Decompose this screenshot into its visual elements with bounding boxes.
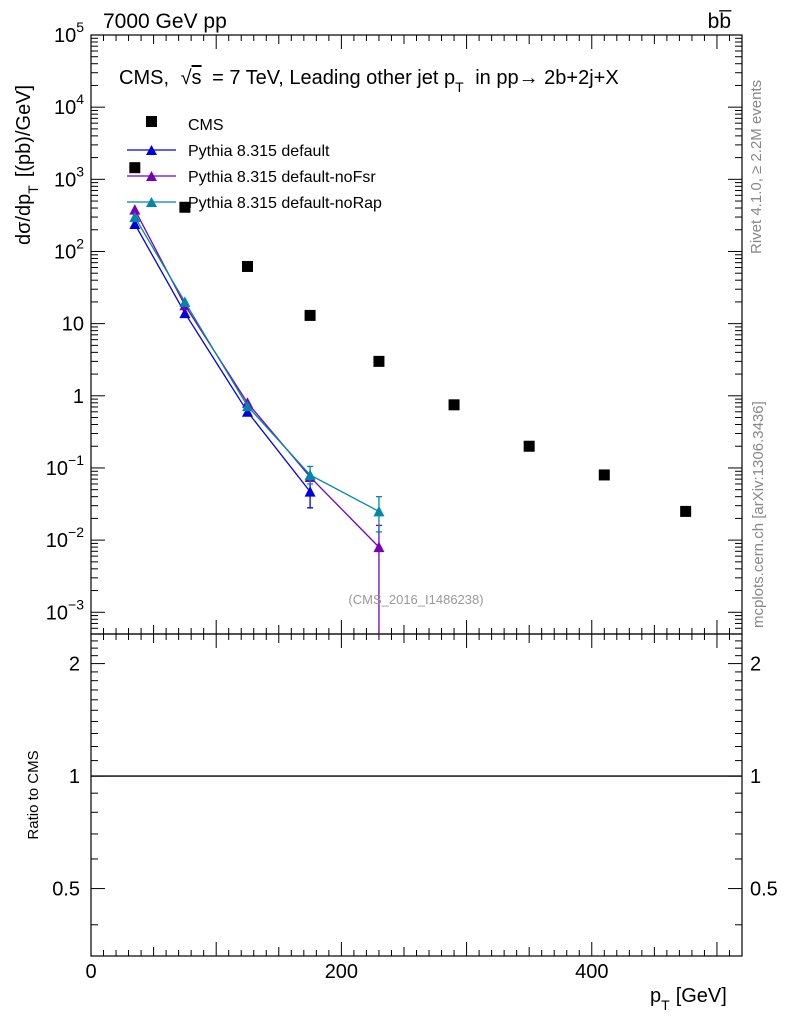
data-point [241, 400, 253, 412]
legend: CMS Pythia 8.315 default Pythia 8.315 de… [127, 116, 382, 212]
legend-marker-norap [146, 197, 157, 207]
ratio-plot-frame [90, 633, 743, 957]
y-tick-label-exponent: 2 [76, 235, 84, 251]
analysis-watermark: (CMS_2016_I1486238) [348, 592, 483, 607]
legend-label-norap: Pythia 8.315 default-noRap [188, 195, 382, 212]
x-tick-labels: 0 200 400 [85, 961, 608, 983]
x-axis-label-unit: [GeV] [676, 985, 727, 1007]
y-tick-label-base: 10 [46, 458, 68, 480]
y-axis-label-unit: [(pb)/GeV] [13, 85, 35, 177]
title-sqrt: √ [181, 67, 192, 89]
y-tick-label-base: 10 [54, 169, 76, 191]
y-tick-label: 10−1 [46, 452, 84, 480]
title-post: in pp→ 2b+2j+X [475, 67, 618, 89]
series-line [134, 223, 311, 493]
y-tick-label: 10−3 [46, 596, 84, 624]
y-tick-label: 103 [54, 163, 84, 191]
title-s: s [192, 67, 202, 89]
y-axis-label-main: dσ/dp [13, 194, 35, 245]
data-point [523, 440, 535, 452]
data-point [179, 201, 191, 213]
x-tick-label: 400 [575, 961, 608, 983]
header-left: 7000 GeV pp [103, 10, 227, 33]
y-tick-label-exponent: 4 [76, 91, 84, 107]
axis-ticks [90, 34, 743, 956]
data-point [304, 486, 316, 497]
legend-marker-default [146, 145, 157, 155]
data-point [304, 469, 316, 480]
ratio-axis-label: Ratio to CMS [25, 750, 42, 839]
x-tick-label: 0 [85, 961, 96, 983]
y-tick-label-base: 10 [54, 25, 76, 47]
series-0 [129, 162, 692, 517]
y-tick-label: 10 [62, 314, 84, 336]
legend-marker-cms [146, 116, 157, 127]
data-point [129, 162, 141, 174]
data-point [179, 296, 191, 307]
series-1 [129, 218, 316, 509]
data-point [304, 309, 316, 321]
data-point [448, 399, 460, 411]
y-tick-label-exponent: −1 [68, 452, 84, 468]
series-3 [129, 211, 385, 533]
x-axis-label-main: p [650, 985, 661, 1007]
y-axis-label: dσ/dpT [(pb)/GeV] [13, 85, 41, 245]
y-tick-label: 104 [54, 91, 84, 119]
data-point [680, 505, 692, 517]
data-point [598, 469, 610, 481]
y-tick-label: 102 [54, 235, 84, 263]
y-tick-label-base: 10 [62, 314, 84, 336]
legend-label-nofsr: Pythia 8.315 default-noFsr [188, 169, 376, 186]
data-point [241, 406, 253, 417]
ratio-tick-label-right: 1 [750, 766, 761, 788]
y-tick-label-exponent: 3 [76, 163, 84, 179]
title-mid: = 7 TeV, Leading other jet p [212, 67, 455, 89]
ratio-tick-label-left: 1 [69, 766, 80, 788]
y-tick-label: 105 [54, 19, 84, 47]
x-axis-label-sub: T [661, 997, 670, 1013]
series-line [134, 216, 380, 512]
series-2 [129, 204, 385, 634]
legend-label-cms: CMS [188, 117, 224, 134]
data-point [373, 541, 385, 553]
header-right: bb̅ [708, 10, 733, 33]
data-point [129, 211, 141, 223]
y-tick-label-exponent: 5 [76, 19, 84, 35]
y-axis-label-sub: T [25, 185, 41, 194]
y-tick-label-base: 10 [54, 241, 76, 263]
y-tick-label-base: 10 [54, 97, 76, 119]
legend-marker-nofsr [146, 171, 157, 181]
y-tick-label-base: 10 [46, 530, 68, 552]
y-tick-label-exponent: −3 [68, 596, 84, 612]
data-point [129, 218, 141, 230]
title-pre: CMS, [119, 67, 169, 89]
data-series [129, 162, 692, 634]
y-tick-label: 1 [73, 386, 84, 408]
rivet-side-label: Rivet 4.1.0, ≥ 2.2M events [748, 80, 765, 254]
x-tick-label: 200 [325, 961, 358, 983]
y-tick-label-base: 1 [73, 386, 84, 408]
ratio-tick-label-right: 2 [750, 654, 761, 676]
data-point [241, 260, 253, 272]
ratio-tick-label-left: 2 [69, 654, 80, 676]
title-sub: T [455, 79, 464, 95]
x-axis-label: pT [GeV] [650, 985, 727, 1013]
chart-title: CMS, √s = 7 TeV, Leading other jet pT in… [119, 67, 619, 97]
mcplots-side-label: mcplots.cern.ch [arXiv:1306.3436] [750, 401, 767, 628]
data-point [373, 505, 385, 517]
data-point [373, 355, 385, 367]
y-tick-label-exponent: −2 [68, 524, 84, 540]
legend-label-default: Pythia 8.315 default [188, 143, 330, 160]
ratio-tick-labels: 0.5 0.5 1 1 2 2 [52, 654, 778, 901]
ratio-tick-label-left: 0.5 [52, 879, 80, 901]
data-point [179, 307, 191, 319]
y-tick-label: 10−2 [46, 524, 84, 552]
data-point [129, 204, 141, 215]
series-line [134, 209, 380, 548]
y-tick-label-base: 10 [46, 602, 68, 624]
ratio-tick-label-right: 0.5 [750, 879, 778, 901]
